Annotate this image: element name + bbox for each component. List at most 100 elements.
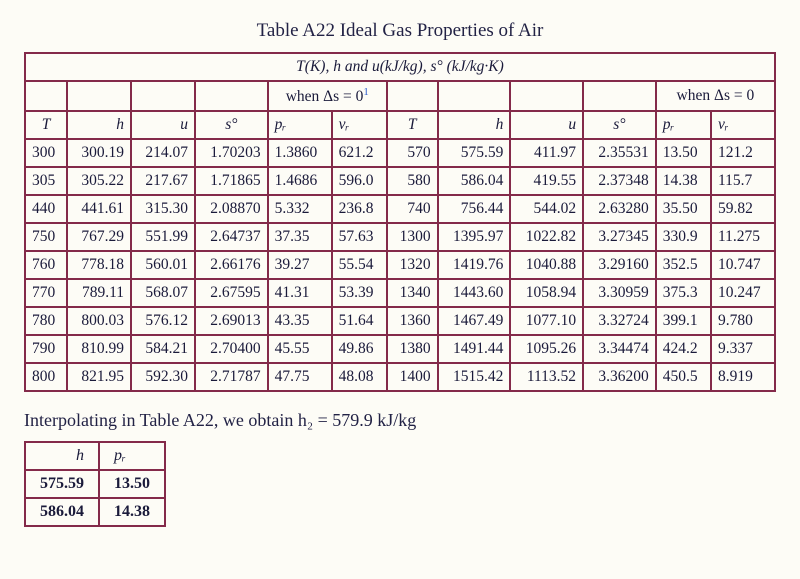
cell-pr: 424.2 [656, 335, 711, 363]
cell-s: 2.70400 [195, 335, 268, 363]
cell-u: 576.12 [131, 307, 195, 335]
cell-h: 575.59 [438, 139, 511, 167]
cell-pr: 13.50 [99, 470, 165, 498]
table-title: Table A22 Ideal Gas Properties of Air [24, 20, 776, 42]
cell-pr: 37.35 [268, 223, 332, 251]
cell-s: 3.30959 [583, 279, 656, 307]
cell-pr: 45.55 [268, 335, 332, 363]
cell-T: 800 [25, 363, 67, 391]
table-row: 750767.29551.992.6473737.3557.6313001395… [25, 223, 775, 251]
cell-s: 2.64737 [195, 223, 268, 251]
cell-s: 2.67595 [195, 279, 268, 307]
cell-h: 441.61 [67, 195, 131, 223]
cell-pr: 41.31 [268, 279, 332, 307]
table-row: 305305.22217.671.718651.4686596.0580586.… [25, 167, 775, 195]
cell-pr: 39.27 [268, 251, 332, 279]
cell-s: 3.34474 [583, 335, 656, 363]
cell-h: 778.18 [67, 251, 131, 279]
cell-T: 1340 [387, 279, 438, 307]
cell-T: 760 [25, 251, 67, 279]
cell-vr: 621.2 [332, 139, 387, 167]
cell-vr: 59.82 [711, 195, 775, 223]
table-row: 790810.99584.212.7040045.5549.8613801491… [25, 335, 775, 363]
cell-s: 2.37348 [583, 167, 656, 195]
cell-u: 560.01 [131, 251, 195, 279]
blank [67, 81, 131, 111]
col-s2: s° [583, 111, 656, 139]
cell-vr: 115.7 [711, 167, 775, 195]
cell-s: 2.71787 [195, 363, 268, 391]
column-headers: T h u s° pᵣ vᵣ T h u s° pᵣ vᵣ [25, 111, 775, 139]
cell-T: 790 [25, 335, 67, 363]
blank [583, 81, 656, 111]
cell-T: 1320 [387, 251, 438, 279]
small-col-pr: pᵣ [99, 442, 165, 470]
cell-pr: 14.38 [656, 167, 711, 195]
cell-h: 586.04 [438, 167, 511, 195]
cell-vr: 55.54 [332, 251, 387, 279]
cell-u: 584.21 [131, 335, 195, 363]
cell-u: 214.07 [131, 139, 195, 167]
blank [438, 81, 511, 111]
cell-u: 315.30 [131, 195, 195, 223]
cell-vr: 57.63 [332, 223, 387, 251]
cell-T: 1300 [387, 223, 438, 251]
cell-h: 305.22 [67, 167, 131, 195]
cell-u: 217.67 [131, 167, 195, 195]
cell-h: 1419.76 [438, 251, 511, 279]
cell-vr: 596.0 [332, 167, 387, 195]
cell-vr: 121.2 [711, 139, 775, 167]
col-T: T [25, 111, 67, 139]
col-u: u [131, 111, 195, 139]
cell-h: 789.11 [67, 279, 131, 307]
table-row: 780800.03576.122.6901343.3551.6413601467… [25, 307, 775, 335]
table-row: 800821.95592.302.7178747.7548.0814001515… [25, 363, 775, 391]
cell-vr: 10.747 [711, 251, 775, 279]
cell-T: 570 [387, 139, 438, 167]
table-row: 440441.61315.302.088705.332236.8740756.4… [25, 195, 775, 223]
cell-h: 810.99 [67, 335, 131, 363]
cell-h: 575.59 [25, 470, 99, 498]
table-row: 770789.11568.072.6759541.3153.3913401443… [25, 279, 775, 307]
cell-h: 756.44 [438, 195, 511, 223]
cell-u: 1058.94 [510, 279, 583, 307]
col-vr: vᵣ [332, 111, 387, 139]
cell-h: 767.29 [67, 223, 131, 251]
interpolation-note: Interpolating in Table A22, we obtain h₂… [24, 410, 776, 431]
cell-vr: 11.275 [711, 223, 775, 251]
col-pr2: pᵣ [656, 111, 711, 139]
cell-u: 1040.88 [510, 251, 583, 279]
cell-T: 440 [25, 195, 67, 223]
cell-u: 544.02 [510, 195, 583, 223]
cell-s: 3.27345 [583, 223, 656, 251]
cell-s: 1.71865 [195, 167, 268, 195]
table-row: 575.5913.50 [25, 470, 165, 498]
cell-pr: 14.38 [99, 498, 165, 526]
cell-vr: 49.86 [332, 335, 387, 363]
cell-u: 1077.10 [510, 307, 583, 335]
cell-h: 1443.60 [438, 279, 511, 307]
blank [131, 81, 195, 111]
cell-pr: 35.50 [656, 195, 711, 223]
cell-h: 1467.49 [438, 307, 511, 335]
cell-T: 580 [387, 167, 438, 195]
cell-s: 3.36200 [583, 363, 656, 391]
cell-pr: 330.9 [656, 223, 711, 251]
cell-s: 2.69013 [195, 307, 268, 335]
blank [195, 81, 268, 111]
cell-T: 305 [25, 167, 67, 195]
col-u2: u [510, 111, 583, 139]
cell-h: 586.04 [25, 498, 99, 526]
cell-pr: 1.4686 [268, 167, 332, 195]
cell-s: 2.63280 [583, 195, 656, 223]
cell-h: 300.19 [67, 139, 131, 167]
cell-pr: 352.5 [656, 251, 711, 279]
blank [25, 81, 67, 111]
cell-T: 1400 [387, 363, 438, 391]
header-line: T(K), h and u(kJ/kg), s° (kJ/kg·K) [25, 53, 775, 81]
cell-pr: 5.332 [268, 195, 332, 223]
cell-h: 800.03 [67, 307, 131, 335]
cell-s: 1.70203 [195, 139, 268, 167]
cell-h: 1491.44 [438, 335, 511, 363]
cell-h: 821.95 [67, 363, 131, 391]
